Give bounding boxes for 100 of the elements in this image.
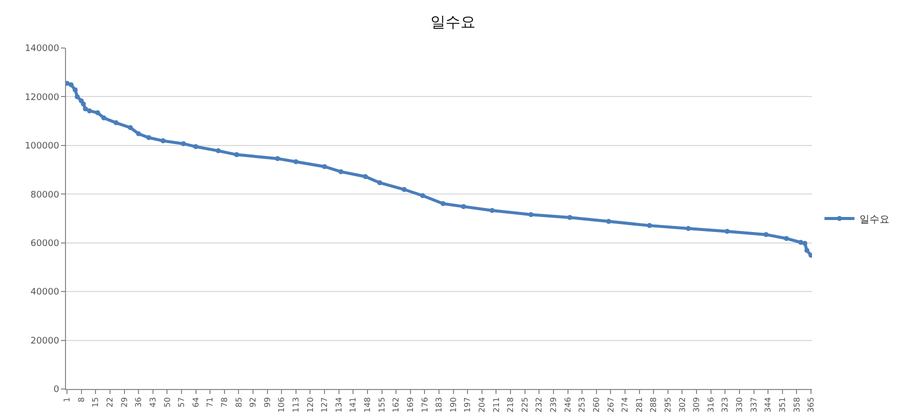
x-tick-label: 71 (206, 397, 215, 408)
legend-label: 일수요 (859, 214, 890, 226)
point (95, 110, 100, 116)
point (802, 240, 808, 246)
x-tick-label: 169 (406, 397, 415, 412)
x-tick-label: 127 (320, 397, 330, 412)
x-tick-label: 288 (649, 397, 658, 412)
point (377, 180, 382, 186)
point (647, 223, 652, 228)
point (128, 125, 133, 130)
y-tick-label: 100000 (24, 142, 60, 152)
point (74, 94, 80, 100)
x-tick-label: 78 (220, 397, 229, 408)
x-tick-label: 57 (177, 397, 186, 408)
x-tick-label: 64 (191, 397, 200, 408)
point (338, 169, 344, 174)
point (808, 252, 812, 258)
point (82, 106, 88, 112)
x-tick-label: 155 (377, 397, 386, 412)
point (101, 115, 106, 120)
x-tick-label: 218 (506, 397, 516, 412)
x-tick-label: 29 (120, 397, 129, 408)
x-tick-label: 337 (749, 397, 758, 412)
x-tick-label: 15 (91, 397, 100, 408)
x-tick-label: 330 (735, 397, 744, 412)
point (293, 159, 298, 164)
x-tick-label: 190 (448, 397, 458, 412)
point (461, 204, 466, 210)
x-tick-label: 274 (620, 397, 630, 412)
point (275, 156, 280, 162)
point (72, 87, 78, 92)
point (362, 174, 368, 180)
point (234, 152, 240, 158)
point (764, 232, 769, 238)
y-tick-label: 120000 (24, 92, 60, 103)
x-tick-label: 92 (248, 397, 258, 408)
x-tick-label: 8 (76, 397, 86, 402)
x-tick-label: 302 (678, 397, 687, 412)
point (402, 187, 407, 192)
x-tick-label: 358 (792, 397, 802, 412)
x-tick-label: 211 (492, 397, 501, 412)
x-tick-label: 50 (162, 397, 172, 408)
x-tick-label: 316 (706, 397, 716, 412)
point (606, 218, 612, 224)
x-tick-label: 120 (306, 397, 315, 412)
x-tick-label: 141 (348, 397, 358, 412)
x-tick-label: 246 (563, 397, 572, 412)
point (686, 226, 691, 231)
x-tick-label: 113 (292, 397, 301, 412)
x-tick-label: 85 (234, 397, 244, 408)
y-tick-label: 40000 (30, 288, 60, 298)
point (784, 236, 789, 241)
point (528, 212, 534, 218)
point (567, 215, 572, 220)
x-tick-label: 197 (463, 397, 472, 412)
point (87, 108, 92, 114)
x-tick-label: 365 (806, 397, 816, 412)
point (80, 102, 86, 107)
point (136, 131, 142, 136)
y-tick-label: 80000 (30, 190, 60, 200)
x-tick-label: 162 (392, 397, 401, 412)
x-tick-label: 267 (606, 397, 616, 412)
x-tick-label: 225 (520, 397, 530, 412)
point (160, 138, 166, 144)
point (193, 144, 198, 150)
y-tick-label: 140000 (24, 44, 60, 54)
x-tick-label: 281 (634, 397, 644, 412)
x-tick-label: 309 (692, 397, 702, 412)
point (146, 135, 152, 140)
chart-title: 일수요 (430, 13, 476, 32)
x-tick-label: 253 (578, 397, 587, 412)
point (66, 80, 70, 86)
x-tick-label: 43 (148, 397, 158, 408)
x-tick-label: 260 (592, 397, 601, 412)
point (490, 208, 495, 213)
x-tick-label: 1 (62, 397, 72, 402)
y-tick-label: 60000 (30, 239, 60, 250)
x-tick-label: 344 (764, 397, 773, 412)
x-tick-label: 295 (664, 397, 673, 412)
x-tick-label: 239 (549, 397, 558, 412)
point (804, 248, 810, 253)
x-tick-label: 351 (778, 397, 787, 412)
x-tick-label: 232 (534, 397, 544, 412)
point (68, 82, 74, 88)
x-tick-label: 134 (334, 397, 344, 412)
x-tick-label: 148 (363, 397, 372, 412)
x-tick-label: 99 (262, 397, 272, 408)
point (114, 120, 119, 126)
point (440, 201, 446, 206)
point (724, 228, 730, 234)
x-tick-label: 106 (277, 397, 286, 412)
x-tick-label: 176 (420, 397, 430, 412)
x-tick-label: 36 (134, 397, 144, 408)
x-tick-label: 183 (434, 397, 444, 412)
y-tick-label: 20000 (30, 336, 60, 346)
y-tick-label: 0 (53, 385, 60, 396)
point (420, 193, 426, 198)
point (216, 148, 221, 154)
x-tick-label: 204 (478, 397, 487, 412)
x-tick-label: 323 (720, 397, 730, 412)
